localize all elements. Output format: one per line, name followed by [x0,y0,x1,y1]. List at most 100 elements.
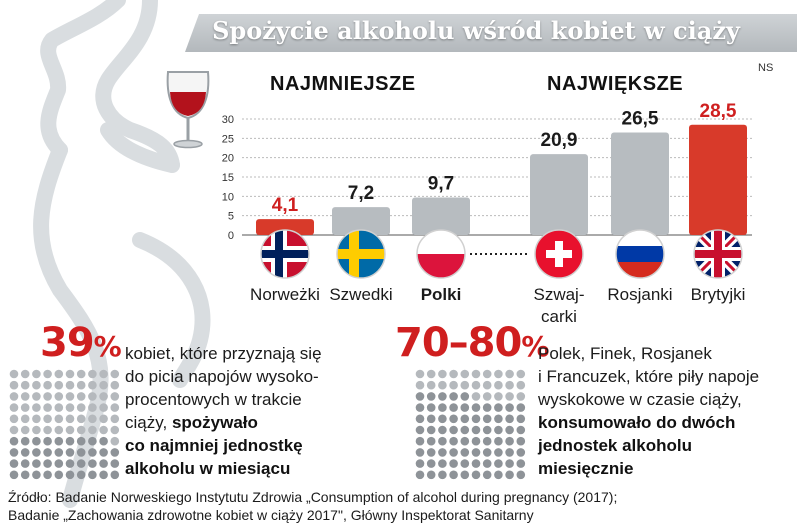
dot [471,470,481,480]
value-label: 20,9 [541,130,578,151]
dot [471,380,481,390]
dot [471,459,481,468]
dot [20,369,30,379]
dot [88,425,97,435]
dot [20,425,30,435]
dot [482,369,492,379]
poland-flag-icon [416,229,466,279]
dot [99,436,108,446]
dot [88,436,97,446]
russia-flag-icon [615,229,665,279]
dot [43,459,52,468]
dot [88,414,97,424]
y-tick-label: 30 [222,114,234,126]
dot [32,459,41,468]
sweden-flag-icon [336,229,386,279]
dot [482,414,492,424]
category-label: Szwedki [329,285,392,304]
dot [516,392,526,401]
dot [471,414,481,424]
dot [9,392,19,401]
dot [449,380,458,390]
wine-glass-icon [166,71,210,149]
dot [482,459,492,468]
dot [471,436,481,446]
dot [449,425,458,435]
dot [449,392,458,401]
dot [415,470,425,480]
dot [9,414,19,424]
dot [54,380,64,390]
y-tick-label: 25 [222,133,234,145]
dot [471,403,481,412]
group-title-largest: NAJWIĘKSZE [547,73,684,95]
dot [460,425,470,435]
bar-0 [256,219,314,235]
category-label: carki [541,307,577,326]
dot [471,425,481,435]
dot [32,369,41,379]
dot [494,436,503,446]
value-label: 28,5 [700,101,737,122]
value-label: 7,2 [348,183,374,204]
dot [516,380,526,390]
dot [505,436,514,446]
dot [88,470,97,480]
dot [110,392,120,401]
dot [505,380,514,390]
dot [65,380,75,390]
pregnant-woman-illustration [33,0,211,508]
bar-2 [412,197,470,235]
value-label: 9,7 [428,173,454,194]
dot [88,459,97,468]
dot [88,392,97,401]
dot [426,459,436,468]
dot [494,403,503,412]
dot [9,380,19,390]
dot [9,459,19,468]
dot [32,425,41,435]
dot [426,425,436,435]
dot [43,403,52,412]
dot [516,448,526,457]
dot [516,436,526,446]
dot [20,459,30,468]
dot [438,369,447,379]
dot [76,470,86,480]
dot [76,403,86,412]
dot [438,392,447,401]
dot [20,448,30,457]
dot [460,436,470,446]
dot [76,414,86,424]
dot [99,403,108,412]
dot [20,403,30,412]
dot [54,414,64,424]
dot [426,369,436,379]
dot [505,448,514,457]
source-note: Źródło: Badanie Norweskiego Instytutu Zd… [8,489,618,523]
dot [426,436,436,446]
dot [65,436,75,446]
bar-1 [332,207,390,235]
dot [482,425,492,435]
dot [482,470,492,480]
dot [471,448,481,457]
dot [426,380,436,390]
dot [32,470,41,480]
dot [32,380,41,390]
dot [65,470,75,480]
dot [460,369,470,379]
dot [43,392,52,401]
dot [110,425,120,435]
dot [88,369,97,379]
dot [471,392,481,401]
dot [99,425,108,435]
dot [426,470,436,480]
dot [494,369,503,379]
dot [505,414,514,424]
dot [9,425,19,435]
dot [494,392,503,401]
dot [54,425,64,435]
dot [516,470,526,480]
dot-grid-70-80 [415,369,526,480]
